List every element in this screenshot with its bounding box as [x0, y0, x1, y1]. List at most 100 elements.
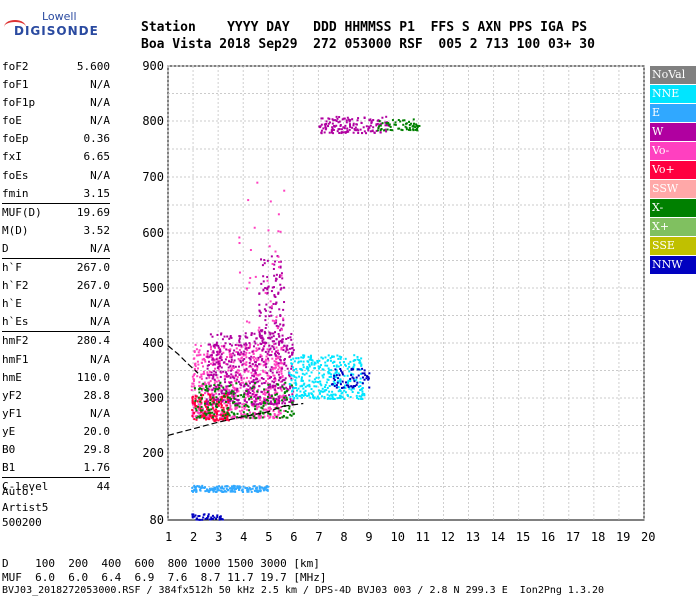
echo-point	[228, 396, 231, 399]
echo-point	[254, 396, 257, 399]
echo-point	[212, 363, 215, 366]
echo-point	[227, 413, 230, 416]
echo-point	[265, 303, 268, 306]
param-value: N/A	[90, 96, 110, 110]
echo-point	[215, 490, 218, 493]
echo-point	[275, 393, 278, 396]
echo-point	[254, 399, 257, 402]
echo-point	[243, 415, 246, 418]
echo-point	[221, 490, 224, 493]
echo-point	[295, 367, 298, 370]
echo-point	[272, 302, 275, 305]
echo-point	[316, 359, 319, 362]
echo-point	[340, 386, 343, 389]
x-tick-label: 3	[215, 530, 222, 544]
echo-point	[258, 385, 261, 388]
echo-point	[273, 343, 276, 346]
echo-point	[240, 384, 243, 387]
echo-point	[191, 375, 194, 378]
echo-point	[273, 340, 276, 343]
echo-point	[302, 354, 305, 357]
echo-point	[254, 342, 257, 345]
echo-point	[297, 360, 300, 363]
echo-point	[219, 389, 222, 392]
echo-point	[195, 415, 198, 418]
echo-point	[344, 364, 347, 367]
echo-point	[334, 394, 337, 397]
echo-point	[356, 381, 359, 384]
echo-point	[211, 514, 214, 517]
echo-point	[297, 387, 300, 390]
echo-point	[402, 123, 405, 126]
echo-point	[252, 369, 255, 372]
echo-point	[387, 124, 390, 127]
echo-point	[306, 367, 309, 370]
echo-point	[370, 121, 373, 124]
echo-point	[237, 351, 240, 354]
echo-point	[363, 378, 366, 381]
echo-point	[258, 333, 261, 336]
echo-point	[355, 376, 358, 379]
echo-point	[208, 413, 211, 416]
echo-point	[412, 122, 415, 125]
echo-point	[274, 296, 277, 299]
echo-point	[254, 400, 257, 403]
echo-point	[202, 382, 205, 385]
echo-point	[211, 414, 214, 417]
echo-point	[356, 358, 359, 361]
echo-point	[308, 365, 311, 368]
echo-point	[221, 338, 224, 341]
echo-point	[269, 407, 272, 410]
x-tick-label: 9	[365, 530, 372, 544]
echo-point	[253, 399, 256, 402]
echo-point	[291, 346, 294, 349]
echo-point	[279, 283, 282, 286]
echo-point	[277, 292, 280, 295]
echo-point	[216, 410, 219, 413]
echo-point	[344, 357, 347, 360]
echo-point	[325, 389, 328, 392]
echo-point	[212, 351, 215, 354]
echo-point	[279, 315, 282, 318]
echo-point	[246, 393, 249, 396]
echo-point	[352, 377, 355, 380]
legend: NoVal NNE E W Vo- Vo+ SSW X- X+ SSE NNW	[650, 66, 696, 275]
echo-point	[324, 389, 327, 392]
echo-point	[220, 397, 223, 400]
echo-point	[300, 376, 303, 379]
echo-point	[328, 117, 331, 120]
echo-point	[246, 349, 249, 352]
echo-point	[283, 361, 286, 364]
echo-point	[267, 285, 270, 288]
echo-point	[248, 361, 251, 364]
echo-point	[221, 412, 224, 415]
echo-point	[268, 348, 271, 351]
echo-point	[249, 411, 252, 414]
echo-point	[219, 489, 222, 492]
echo-point	[196, 411, 199, 414]
echo-point	[238, 359, 241, 362]
echo-point	[215, 403, 218, 406]
echo-point	[283, 189, 286, 192]
echo-point	[280, 348, 283, 351]
echo-point	[278, 397, 281, 400]
echo-point	[339, 364, 342, 367]
echo-point	[271, 319, 274, 322]
echo-point	[200, 409, 203, 412]
echo-point	[312, 390, 315, 393]
echo-point	[230, 354, 233, 357]
echo-point	[317, 389, 320, 392]
echo-point	[372, 126, 375, 129]
echo-point	[244, 406, 247, 409]
echo-point	[343, 397, 346, 400]
echo-point	[257, 356, 260, 359]
echo-point	[220, 402, 223, 405]
echo-point	[219, 398, 222, 401]
echo-point	[224, 342, 227, 345]
echo-point	[360, 121, 363, 124]
echo-point	[349, 396, 352, 399]
echo-point	[282, 378, 285, 381]
echo-point	[279, 406, 282, 409]
echo-point	[348, 365, 351, 368]
